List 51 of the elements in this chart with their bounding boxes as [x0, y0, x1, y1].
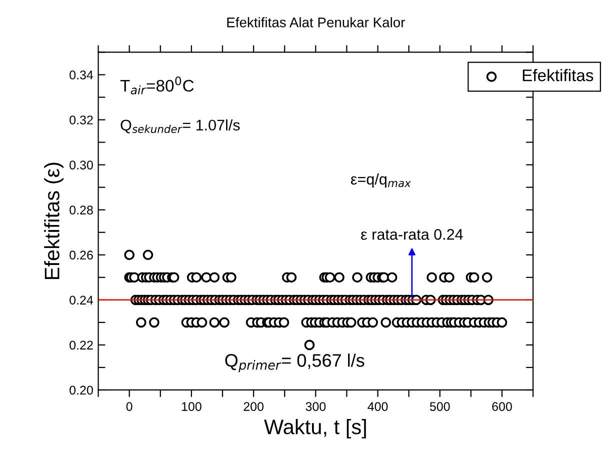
point [304, 340, 315, 350]
y-tick-label: 0.24 [70, 296, 94, 305]
y-tick-label: 0.32 [70, 116, 93, 124]
annotation: ε=q/q$_{max}$ [350, 173, 411, 188]
point [286, 272, 297, 283]
x-tick-label: 200 [244, 402, 264, 411]
point [209, 272, 220, 283]
point [191, 272, 202, 283]
point [468, 272, 480, 283]
y-tick-label: 0.22 [70, 340, 93, 350]
point [129, 272, 140, 283]
point [386, 272, 398, 283]
point [219, 317, 230, 328]
annotation: T$_{air}$=80$^{0}$C [120, 76, 194, 94]
point [368, 317, 378, 328]
y-tick-label: 0.20 [70, 386, 93, 395]
x-tick-label: 500 [430, 402, 450, 411]
point [426, 272, 437, 283]
point [496, 317, 508, 328]
point [334, 272, 344, 283]
point [482, 272, 492, 283]
point [352, 272, 362, 283]
point [201, 272, 212, 283]
x-tick-label: 0 [126, 402, 132, 411]
chart-title: Efektifitas Alat Penukar Kalor [227, 17, 405, 28]
y-tick-label: 0.34 [70, 70, 94, 80]
y-tick-label: 0.26 [70, 250, 93, 260]
point [149, 317, 160, 328]
x-tick-label: 600 [492, 402, 512, 411]
point [278, 317, 290, 328]
annotation: Q$_{sekunder}$= 1.07l/s [120, 119, 240, 134]
point [444, 272, 454, 283]
point [196, 317, 208, 328]
x-tick-label: 100 [182, 402, 202, 411]
x-tick-label: 400 [368, 402, 388, 411]
ref-line-label: ε rata-rata 0.24 [361, 229, 463, 240]
x-axis-title: Waktu, t [s] [264, 419, 366, 438]
y-tick-label: 0.30 [70, 160, 93, 170]
point [380, 317, 392, 328]
y-axis-title: Efektifitas (ε) [44, 162, 64, 280]
annotation: Q$_{primer}$= 0,567 l/s [225, 354, 364, 372]
legend-label: Efektifitas [522, 69, 594, 82]
point [136, 317, 146, 328]
y-tick-label: 0.28 [70, 206, 93, 214]
point [142, 250, 154, 260]
point [124, 250, 135, 260]
point [324, 272, 336, 283]
point [209, 317, 220, 328]
x-tick-label: 300 [306, 402, 326, 411]
point [346, 317, 356, 328]
point [226, 272, 236, 283]
